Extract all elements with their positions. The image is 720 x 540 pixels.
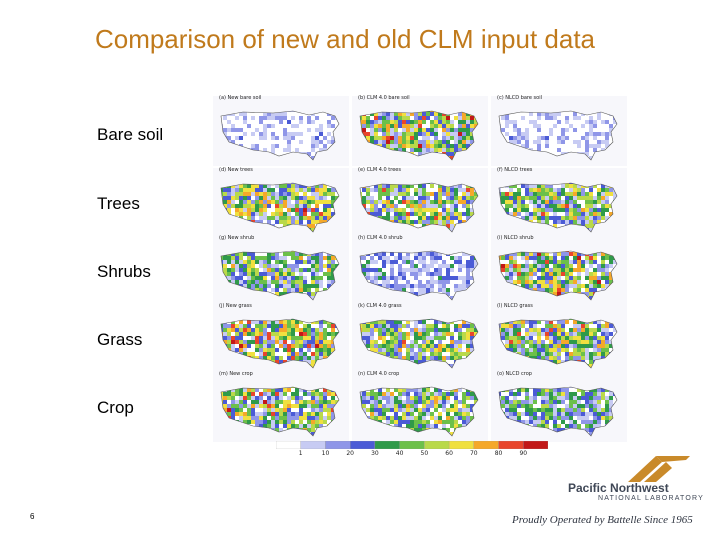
map-caption: (c) NLCD bare soil	[497, 95, 542, 101]
us-map-icon	[220, 110, 340, 161]
colorbar-tick-label: 90	[519, 450, 528, 457]
map-caption: (h) CLM 4.0 shrub	[358, 235, 403, 241]
colorbar-tick-label: 20	[346, 450, 354, 457]
us-map-icon	[498, 318, 618, 369]
map-caption: (a) New bare soil	[219, 95, 262, 101]
map-caption: (e) CLM 4.0 trees	[358, 167, 401, 173]
map-panel-crop-2: (n) CLM 4.0 crop	[352, 371, 488, 442]
map-panel-bare-3: (c) NLCD bare soil	[491, 95, 627, 166]
colorbar-segment	[300, 441, 326, 449]
map-panel-crop-3: (o) NLCD crop	[491, 371, 627, 442]
logo-name: Pacific Northwest	[568, 481, 669, 495]
colorbar-segment	[424, 441, 450, 449]
us-map-icon	[359, 250, 479, 301]
map-panel-shrubs-3: (i) NLCD shrub	[491, 235, 627, 306]
colorbar-tick-label: 10	[321, 450, 330, 457]
us-map-icon	[498, 250, 618, 301]
us-map-icon	[359, 386, 479, 437]
map-caption: (n) CLM 4.0 crop	[358, 371, 400, 377]
map-caption: (i) NLCD shrub	[497, 235, 534, 241]
map-caption: (l) NLCD grass	[497, 303, 533, 309]
colorbar-segment	[448, 441, 474, 449]
colorbar-segment	[325, 441, 351, 449]
map-caption: (m) New crop	[219, 371, 253, 377]
colorbar-segment	[350, 441, 376, 449]
colorbar-tick-label: 80	[494, 450, 503, 457]
slide-number: 6	[30, 512, 35, 521]
colorbar-tick-label: 30	[371, 450, 379, 457]
map-panel-bare-2: (b) CLM 4.0 bare soil	[352, 95, 488, 166]
map-panel-trees-1: (d) New trees	[213, 167, 349, 238]
colorbar-tick-label: 40	[395, 450, 404, 457]
us-map-icon	[220, 386, 340, 437]
colorbar-tick-label: 1	[298, 450, 303, 457]
row-label-shrubs: Shrubs	[97, 262, 151, 281]
map-panel-grass-3: (l) NLCD grass	[491, 303, 627, 374]
map-panel-trees-2: (e) CLM 4.0 trees	[352, 167, 488, 238]
map-panel-shrubs-1: (g) New shrub	[213, 235, 349, 306]
map-caption: (o) NLCD crop	[497, 371, 532, 377]
map-caption: (g) New shrub	[219, 235, 255, 241]
map-panel-crop-1: (m) New crop	[213, 371, 349, 442]
colorbar-tick-label: 70	[469, 450, 478, 457]
us-map-icon	[498, 386, 618, 437]
pnnl-logo-icon	[628, 456, 690, 482]
colorbar	[276, 441, 548, 449]
map-caption: (j) New grass	[219, 303, 252, 309]
colorbar-labels: 1 10 20 30 40 50 60 70 80 90	[276, 450, 548, 460]
us-map-icon	[220, 182, 340, 233]
map-caption: (f) NLCD trees	[497, 167, 533, 173]
colorbar-segment	[523, 441, 548, 449]
row-label-grass: Grass	[97, 330, 143, 349]
logo-subtitle: NATIONAL LABORATORY	[598, 495, 705, 502]
colorbar-segment	[374, 441, 400, 449]
row-label-bare-soil: Bare soil	[97, 125, 164, 144]
us-map-icon	[359, 182, 479, 233]
map-panel-shrubs-2: (h) CLM 4.0 shrub	[352, 235, 488, 306]
row-label-trees: Trees	[97, 194, 140, 213]
us-map-icon	[498, 182, 618, 233]
colorbar-segment	[498, 441, 524, 449]
colorbar-segment	[473, 441, 499, 449]
colorbar-segment	[399, 441, 425, 449]
map-panel-trees-3: (f) NLCD trees	[491, 167, 627, 238]
us-map-icon	[359, 318, 479, 369]
map-panel-bare-1: (a) New bare soil	[213, 95, 349, 166]
colorbar-tick-label: 50	[420, 450, 429, 457]
slide-title: Comparison of new and old CLM input data	[94, 24, 596, 54]
colorbar-tick-label: 60	[445, 450, 453, 457]
map-caption: (d) New trees	[219, 167, 253, 173]
logo-tagline: Proudly Operated by Battelle Since 1965	[512, 514, 693, 526]
us-map-icon	[220, 250, 340, 301]
map-caption: (b) CLM 4.0 bare soil	[358, 95, 410, 101]
map-caption: (k) CLM 4.0 grass	[358, 303, 402, 309]
row-label-crop: Crop	[97, 398, 134, 417]
colorbar-segment	[276, 441, 301, 449]
map-panel-grass-1: (j) New grass	[213, 303, 349, 374]
us-map-icon	[498, 110, 618, 161]
us-map-icon	[359, 110, 479, 161]
map-panel-grass-2: (k) CLM 4.0 grass	[352, 303, 488, 374]
us-map-icon	[220, 318, 340, 369]
